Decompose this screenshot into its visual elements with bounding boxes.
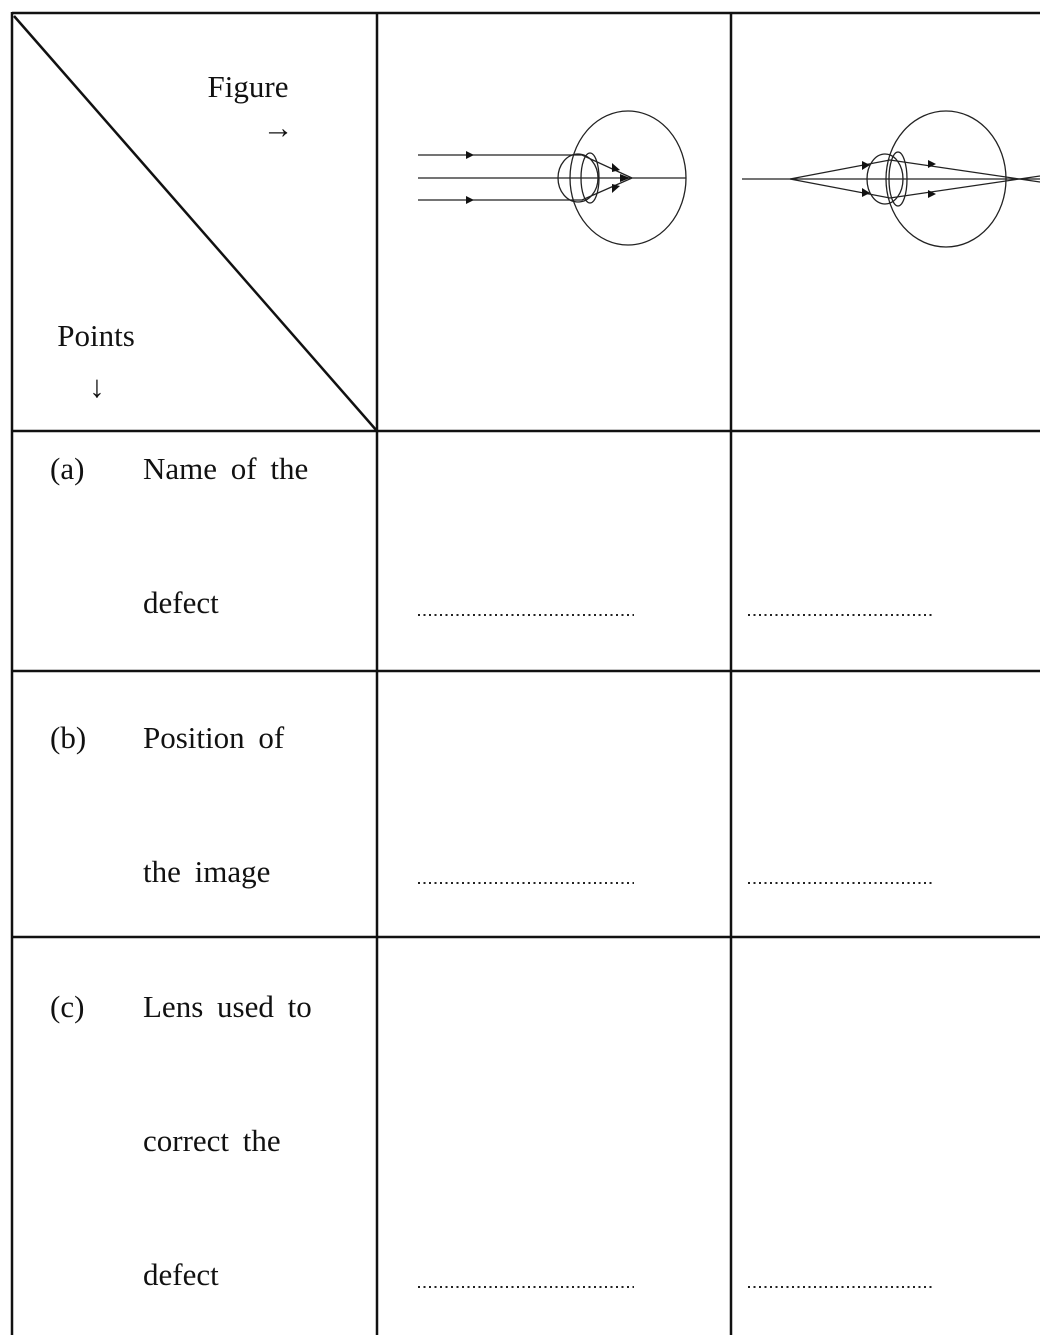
row-text: Lens used to: [143, 989, 312, 1024]
row-label: (b): [50, 720, 86, 755]
row-text: the image: [143, 854, 270, 889]
row-text: correct the: [143, 1123, 281, 1158]
row-text: Name of the: [143, 451, 308, 486]
row-label: (a): [50, 451, 84, 486]
row-text: Position of: [143, 720, 285, 755]
points-label: Points: [57, 318, 135, 353]
eye-diagram-hypermetropia: [742, 110, 1040, 248]
row-text: defect: [143, 1257, 219, 1292]
table-grid: [10, 11, 1040, 1335]
row-label: (c): [50, 989, 84, 1024]
row-text: defect: [143, 585, 219, 620]
eye-diagram-myopia: [418, 110, 687, 246]
points-arrow: ↓: [89, 369, 105, 404]
answer-blanks: [418, 614, 935, 1288]
figure-label: Figure: [208, 69, 289, 104]
figure-arrow: →: [263, 110, 294, 145]
